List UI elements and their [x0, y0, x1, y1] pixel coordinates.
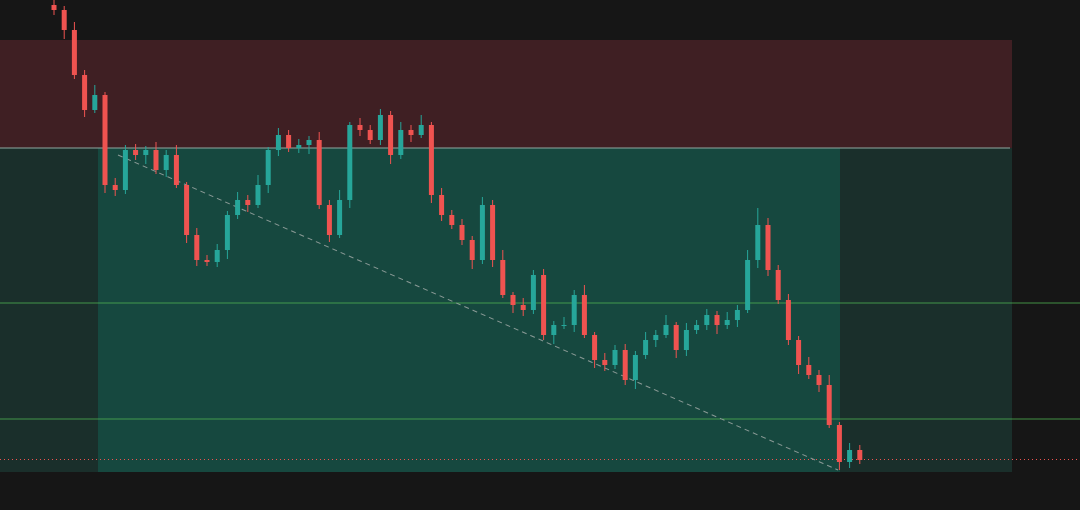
- candle-body: [286, 135, 292, 148]
- candle-body: [500, 260, 506, 295]
- candle-body: [745, 260, 751, 310]
- candle-body: [143, 150, 149, 155]
- candle-body: [306, 140, 312, 145]
- candle-body: [816, 375, 822, 385]
- candle-body: [82, 75, 88, 110]
- candle-body: [541, 275, 547, 335]
- candle-body: [326, 205, 332, 235]
- candle-body: [184, 185, 190, 235]
- candle-body: [694, 325, 700, 330]
- candle-body: [357, 125, 363, 130]
- candle-body: [61, 10, 67, 30]
- candles: [51, 0, 863, 470]
- candle-body: [836, 425, 842, 462]
- candle-body: [592, 335, 598, 360]
- candle-body: [265, 150, 271, 185]
- candle-body: [377, 115, 383, 140]
- target-zone-active: [98, 148, 840, 472]
- candle-body: [857, 450, 863, 460]
- candle-body: [418, 125, 424, 135]
- candle-body: [561, 325, 567, 326]
- candle-body: [173, 155, 179, 185]
- candle-body: [408, 130, 414, 135]
- candle-body: [316, 140, 322, 205]
- candle-body: [673, 325, 679, 350]
- candle-body: [112, 185, 118, 190]
- candle-body: [296, 145, 302, 148]
- candle-body: [643, 340, 649, 355]
- candle-body: [510, 295, 516, 305]
- candle-body: [714, 315, 720, 325]
- candle-body: [581, 295, 587, 335]
- candle-body: [734, 310, 740, 320]
- candle-body: [449, 215, 455, 225]
- candle-body: [428, 125, 434, 195]
- candle-body: [459, 225, 465, 240]
- candle-body: [530, 275, 536, 310]
- stop-zone: [0, 40, 1012, 148]
- candle-body: [245, 200, 251, 205]
- candle-body: [622, 350, 628, 380]
- candle-body: [806, 365, 812, 375]
- candle-body: [439, 195, 445, 215]
- candle-body: [102, 95, 108, 185]
- candle-body: [255, 185, 261, 205]
- candle-body: [275, 135, 281, 150]
- candle-body: [235, 200, 241, 215]
- candle-body: [765, 225, 771, 270]
- candle-body: [337, 200, 343, 235]
- candle-body: [796, 340, 802, 365]
- candle-body: [163, 155, 169, 170]
- candle-body: [367, 130, 373, 140]
- candle-body: [92, 95, 98, 110]
- candle-body: [785, 300, 791, 340]
- candle-body: [469, 240, 475, 260]
- candle-body: [224, 215, 230, 250]
- candle-body: [71, 30, 77, 75]
- candle-body: [653, 335, 659, 340]
- candle-body: [490, 205, 496, 260]
- candle-body: [683, 330, 689, 350]
- candle-body: [214, 250, 220, 262]
- candle-body: [479, 205, 485, 260]
- candle-body: [847, 450, 853, 462]
- candle-body: [347, 125, 353, 200]
- candle-body: [826, 385, 832, 425]
- candle-body: [612, 350, 618, 365]
- candle-body: [388, 115, 394, 155]
- candle-body: [122, 150, 128, 190]
- candle-body: [602, 360, 608, 365]
- candle-body: [551, 325, 557, 335]
- candle-body: [398, 130, 404, 155]
- candle-body: [204, 260, 210, 262]
- candle-body: [663, 325, 669, 335]
- candle-body: [704, 315, 710, 325]
- candle-body: [194, 235, 200, 260]
- candle-body: [571, 295, 577, 325]
- candle-body: [775, 270, 781, 300]
- candle-body: [520, 305, 526, 310]
- candle-body: [755, 225, 761, 260]
- candle-body: [724, 320, 730, 325]
- candle-body: [51, 5, 57, 10]
- candle-body: [133, 150, 139, 155]
- candle-body: [153, 150, 159, 170]
- candle-body: [632, 355, 638, 380]
